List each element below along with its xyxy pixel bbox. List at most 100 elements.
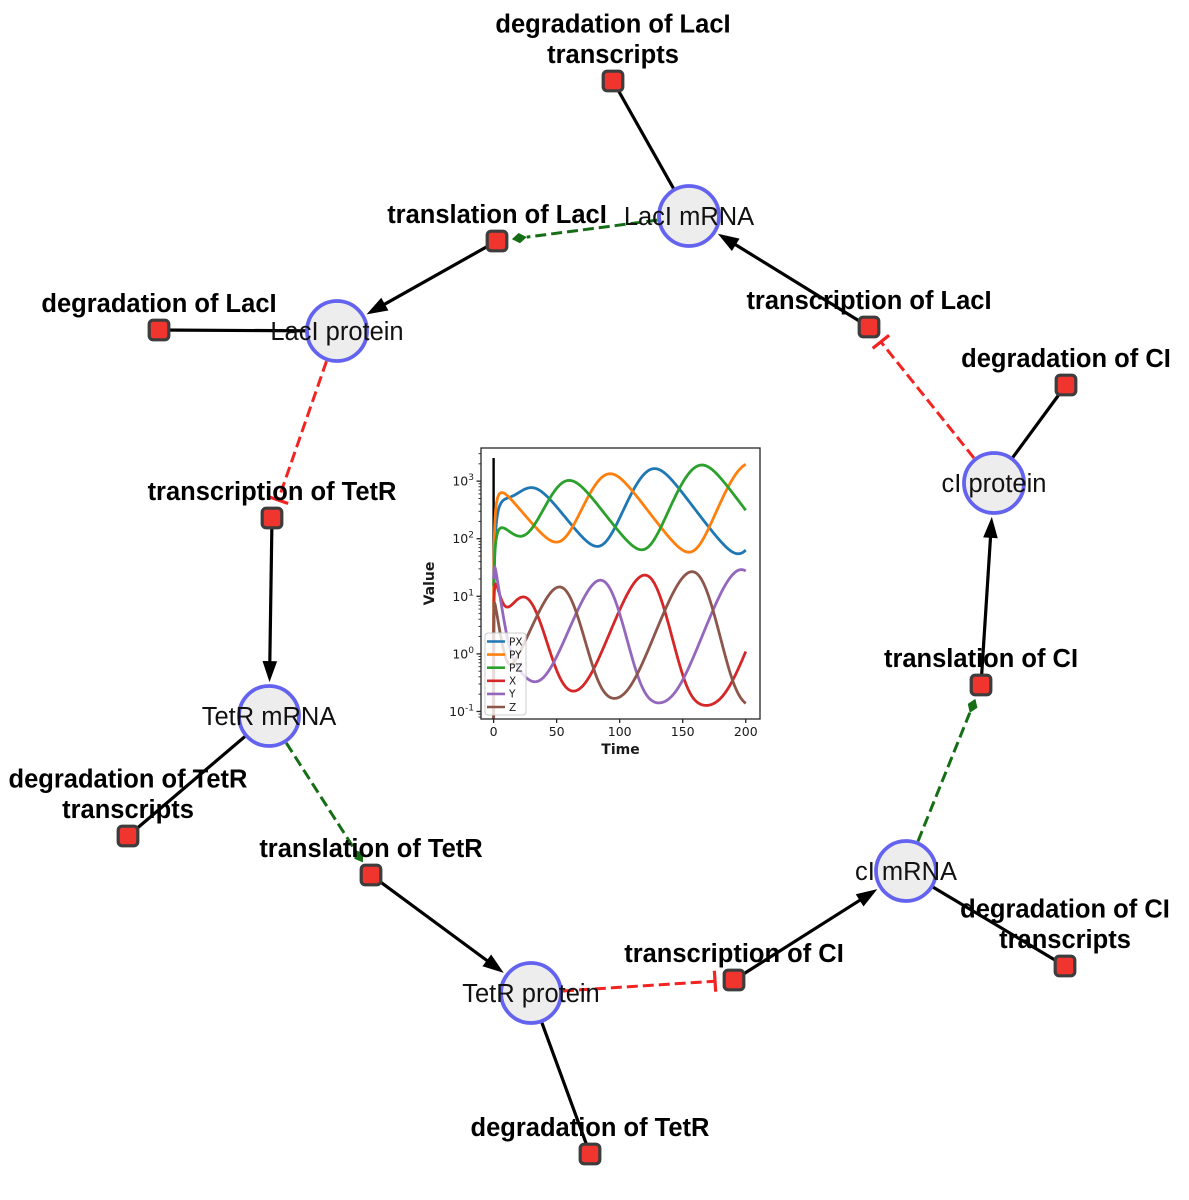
reaction-node-tx_TetR (260, 506, 284, 530)
reaction-label-tl_cI: translation of CI (884, 645, 1078, 673)
species-label-TetR_mRNA: TetR mRNA (202, 703, 337, 731)
edge-modifier-LacI_mRNA-tl_LacI (526, 214, 690, 239)
edge-product-tl_LacI-LacI_protein-arrowhead-icon (366, 297, 389, 315)
x-axis-title: Time (601, 742, 639, 758)
reaction-label-deg_TetR: degradation of TetR (471, 1114, 710, 1142)
y-tick-label: 10-1 (449, 703, 474, 719)
curve-Y (492, 565, 747, 705)
y-tick-label: 103 (452, 473, 474, 489)
edge-modifier-cI_mRNA-tl_cI (904, 712, 972, 872)
reaction-node-deg_LacI_tx (601, 69, 625, 93)
reaction-node-tx_cI (722, 968, 746, 992)
legend-label-Y: Y (508, 689, 516, 701)
edge-inhibitor-LacI_protein-tx_TetR-tee-icon (267, 495, 289, 506)
x-tick-label: 50 (549, 724, 565, 739)
reaction-node-deg_cI (1054, 373, 1078, 397)
legend-label-PY: PY (509, 649, 522, 661)
edge-modifier-cI_mRNA-tl_cI-diamond-icon (967, 698, 978, 713)
y-tick-exponent: 1 (468, 588, 474, 598)
curve-PZ (492, 463, 747, 588)
y-tick-mantissa: 10 (452, 589, 468, 604)
legend-label-PZ: PZ (509, 663, 523, 675)
labels-layer: LacI mRNA LacI protein TetR mRNA TetR prote… (9, 10, 1171, 1142)
edge-modifier-TetR_mRNA-tl_TetR-diamond-icon (354, 849, 364, 863)
y-tick-label: 101 (452, 588, 474, 604)
edge-product-tx_cI-cI_mRNA-arrowhead-icon (855, 889, 878, 907)
y-tick-exponent: 3 (468, 473, 474, 483)
edge-product-tx_LacI-LacI_mRNA-arrowhead-icon (717, 233, 740, 252)
reaction-label-deg_cI: degradation of CI (961, 345, 1171, 373)
edge-inhibitor-TetR_protein-tx_cI-tee-icon (712, 970, 718, 992)
edge-modifier-LacI_mRNA-tl_LacI-diamond-icon (511, 232, 527, 244)
x-tick-label: 100 (608, 724, 632, 739)
species-label-cI_mRNA: cI mRNA (855, 858, 957, 886)
edge-inhibitor-cI_protein-tx_LacI-tee-icon (871, 334, 891, 350)
y-tick-mantissa: 10 (452, 474, 468, 489)
legend-label-Z: Z (509, 702, 516, 714)
y-tick-mantissa: 10 (452, 646, 468, 661)
reaction-label-tl_TetR: translation of TetR (259, 835, 482, 863)
edge-product-tl_TetR-TetR_protein-arrowhead-icon (482, 954, 504, 973)
reaction-node-tl_LacI (485, 229, 509, 253)
nodes-layer (116, 69, 1078, 1166)
reaction-node-deg_cI_tx (1053, 954, 1077, 978)
x-tick-label: 0 (490, 724, 498, 739)
reaction-node-deg_TetR_tx (116, 824, 140, 848)
reaction-node-tl_TetR (359, 863, 383, 887)
edge-inhibitor-TetR_protein-tx_cI (530, 979, 716, 995)
legend-label-X: X (509, 676, 516, 688)
edge-inhibitor-cI_protein-tx_LacI (879, 340, 996, 484)
species-node-TetR_protein (499, 961, 563, 1025)
reaction-label-deg_TetR_tx-line1: degradation of TetR (9, 765, 248, 793)
edge-product-tx_cI-cI_mRNA (733, 897, 863, 982)
curve-PY (492, 463, 747, 686)
reaction-label-deg_cI_tx-line2: transcripts (999, 926, 1131, 954)
species-node-LacI_protein (305, 299, 369, 363)
y-axis-title: Value (422, 562, 438, 606)
reaction-label-tl_LacI: translation of LacI (387, 201, 607, 229)
x-tick-label: 150 (671, 724, 695, 739)
reaction-label-deg_TetR_tx-line2: transcripts (62, 796, 194, 824)
reaction-label-deg_LacI_tx-line2: transcripts (547, 41, 679, 69)
edge-inhibitor-LacI_protein-tx_TetR (276, 330, 339, 501)
y-tick-exponent: -1 (465, 703, 474, 713)
y-tick-mantissa: 10 (449, 704, 465, 719)
inset-plot: 0 50 100 150 20010-1100101102103TimeValuePXP… (422, 447, 761, 758)
reaction-node-tx_LacI (857, 315, 881, 339)
edge-product-tl_LacI-LacI_protein (382, 239, 498, 307)
reaction-node-deg_LacI (147, 318, 171, 342)
y-tick-exponent: 0 (468, 646, 474, 656)
y-tick-label: 102 (452, 531, 474, 547)
reaction-label-tx_LacI: transcription of LacI (746, 287, 991, 315)
species-node-cI_mRNA (874, 839, 938, 903)
edge-product-tx_LacI-LacI_mRNA (733, 242, 870, 329)
y-tick-mantissa: 10 (452, 531, 468, 546)
edge-product-tl_cI-cI_protein (979, 535, 993, 686)
reaction-label-tx_TetR: transcription of TetR (148, 478, 397, 506)
y-tick-exponent: 2 (468, 531, 474, 541)
y-tick-label: 100 (452, 646, 474, 662)
axes-frame (480, 447, 761, 720)
species-node-TetR_mRNA (237, 684, 301, 748)
reaction-label-tx_cI: transcription of CI (624, 940, 844, 968)
species-label-cI_protein: cI protein (942, 470, 1047, 498)
species-label-LacI_protein: LacI protein (270, 318, 403, 346)
species-label-LacI_mRNA: LacI mRNA (624, 203, 754, 231)
reaction-node-tl_cI (969, 673, 993, 697)
reaction-label-deg_LacI: degradation of LacI (41, 290, 276, 318)
reaction-label-deg_cI_tx-line1: degradation of CI (960, 895, 1170, 923)
curves-layer (492, 458, 748, 719)
edge-product-tl_cI-cI_protein-arrowhead-icon (983, 516, 998, 539)
species-node-LacI_mRNA (657, 184, 721, 248)
edge-product-tx_TetR-TetR_mRNA-arrowhead-icon (262, 660, 278, 683)
species-node-cI_protein (962, 451, 1026, 515)
plot-background (481, 448, 760, 719)
legend-label-PX: PX (509, 636, 523, 648)
reaction-label-deg_LacI_tx-line1: degradation of LacI (495, 10, 730, 38)
reaction-node-deg_TetR (578, 1142, 602, 1166)
curve-PX (492, 467, 747, 719)
species-label-TetR_protein: TetR protein (462, 980, 600, 1008)
